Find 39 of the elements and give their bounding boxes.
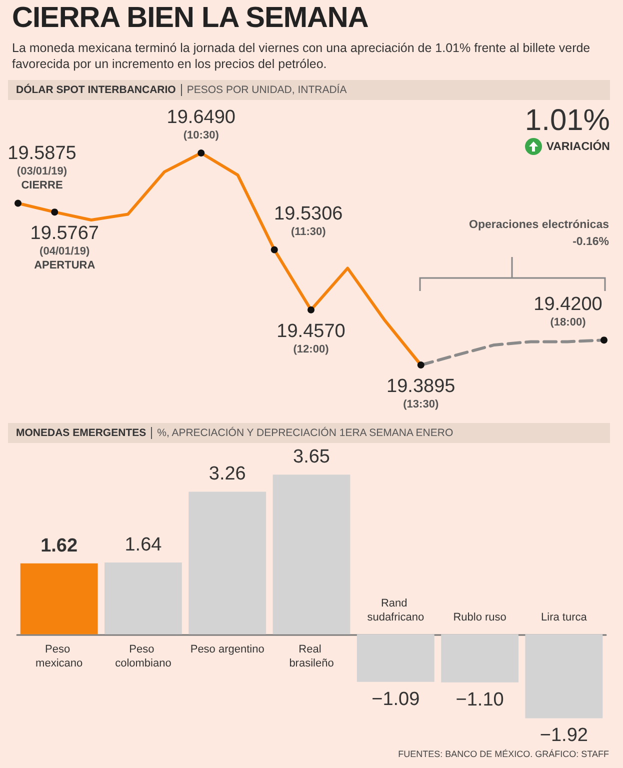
data-label: 19.6490 (10:30) [166, 107, 236, 142]
data-label: 19.5767 (04/01/19) APERTURA [30, 223, 99, 272]
data-label: 19.5875 (03/01/19) CIERRE [8, 143, 76, 192]
x-tick-label: Peso mexicano [36, 643, 83, 670]
data-label: 3.26 [208, 464, 246, 485]
bar [20, 563, 98, 634]
data-label: 19.4570 (12:00) [276, 320, 346, 356]
bar [188, 492, 266, 634]
source-note: FUENTES: BANCO DE MÉXICO. GRÁFICO: STAFF [398, 749, 609, 759]
chart-title: MONEDAS EMERGENTES [16, 427, 146, 439]
text: CIERRA BIEN LA SEMANA [12, 2, 368, 35]
x-tick-label: Peso argentino [190, 643, 264, 656]
annotation: -0.16% [572, 236, 609, 248]
data-label: 19.3895 (13:30) [386, 376, 456, 410]
x-tick-label: Rublo ruso [453, 611, 506, 624]
data-label: 1.64 [124, 534, 162, 556]
data-label: −1.10 [456, 689, 504, 710]
data-label: −1.92 [540, 725, 588, 746]
annotation: Operaciones electrónicas [469, 219, 609, 231]
bar [525, 634, 603, 718]
text: VARIACIÓN [546, 140, 610, 152]
data-label: 19.5306 (11:30) [274, 204, 343, 238]
text: La moneda mexicana terminó la jornada del viernes con una apreciación de 1.01% frente al billete verde favorecida por un incremento en los precios del petróleo. [12, 40, 592, 72]
x-tick-label: Real brasileño [289, 643, 334, 670]
chart-subtitle: PESOS POR UNIDAD, INTRADÍA [180, 84, 347, 96]
data-label: 3.65 [293, 446, 330, 468]
data-label: −1.09 [372, 688, 420, 710]
x-tick-label: Lira turca [541, 611, 588, 624]
data-label: 19.4200 (18:00) [534, 294, 602, 329]
bar [104, 562, 182, 634]
x-tick-label: Rand sudafricano [367, 597, 424, 624]
x-tick-label: Peso colombiano [115, 643, 172, 670]
chart-subtitle: %, APRECIACIÓN Y DEPRECIACIÓN 1ERA SEMANA ENERO [151, 427, 454, 439]
chart-title: DÓLAR SPOT INTERBANCARIO [16, 84, 176, 96]
text: 1.01% [524, 104, 610, 138]
bar [441, 634, 518, 682]
bar [272, 474, 350, 634]
bar [356, 634, 434, 682]
data-label: 1.62 [40, 535, 78, 556]
